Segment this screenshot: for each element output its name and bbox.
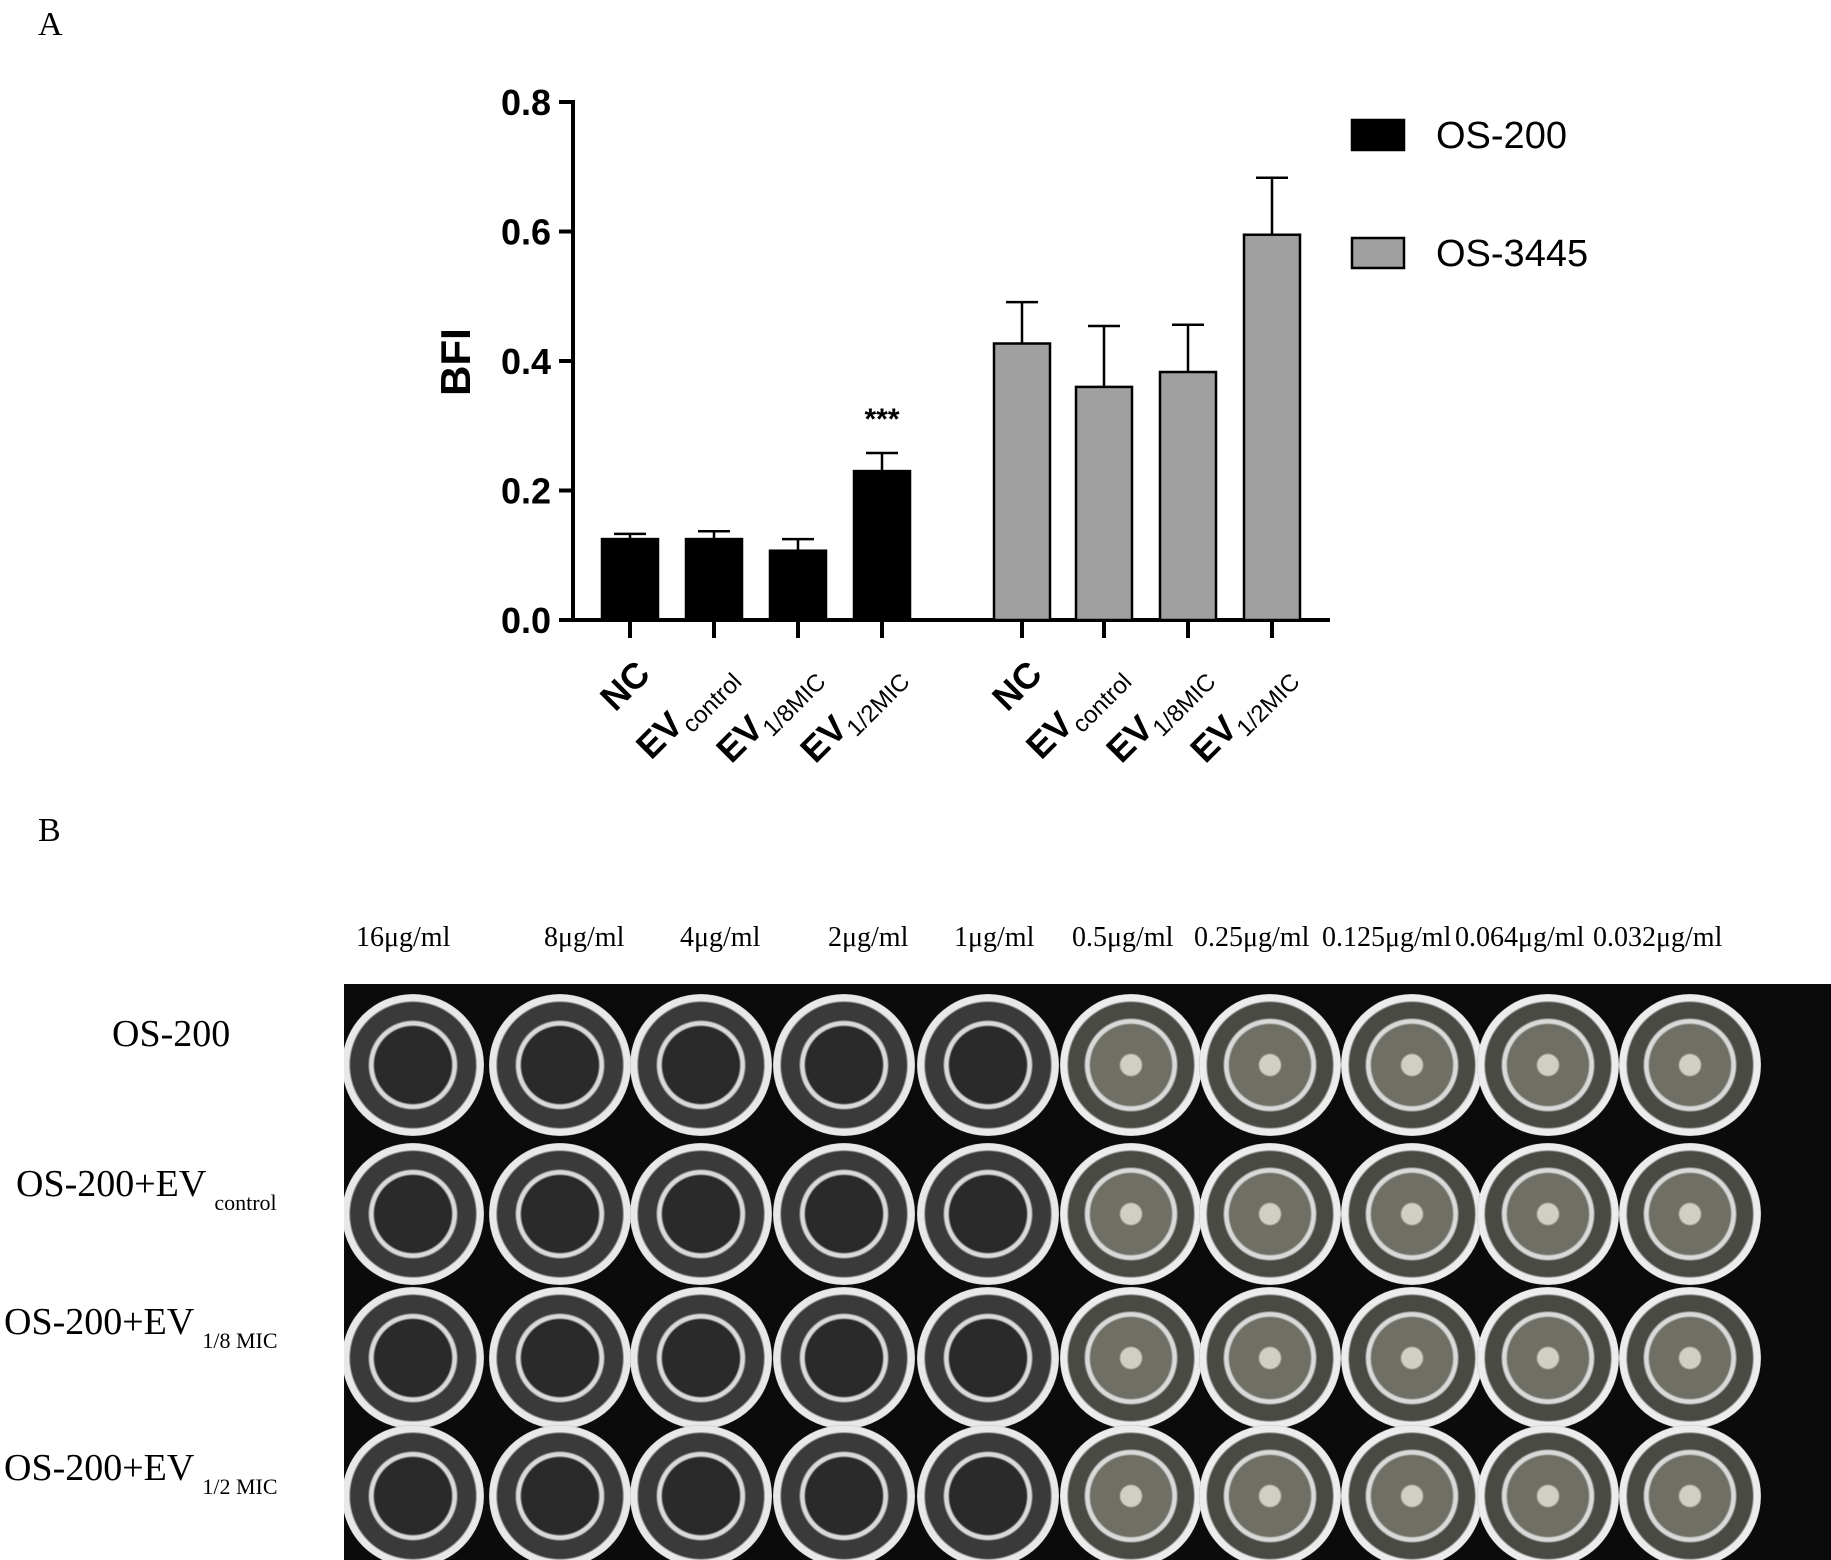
plate-well [1199,1425,1341,1560]
plate-well [1060,1425,1202,1560]
plate-well [630,1287,772,1429]
concentration-label: 2μg/ml [828,922,909,953]
plate-well [917,1287,1059,1429]
concentration-label: 8μg/ml [544,922,625,953]
plate-well [773,1143,915,1285]
y-axis-label: BFI [432,328,479,396]
legend-swatch [1350,236,1406,270]
row-label: OS-200+EV control [16,1163,277,1215]
bar [1158,370,1218,622]
plate-well [1477,1425,1619,1560]
plate-well [1199,1143,1341,1285]
plate-well [917,994,1059,1136]
bar [852,469,912,622]
bar [1242,233,1302,622]
plate-well [1477,994,1619,1136]
concentration-label: 0.5μg/ml [1072,922,1174,953]
plate-well [1619,1287,1761,1429]
plate-well [489,994,631,1136]
plate-well [1619,1143,1761,1285]
bar [684,537,744,622]
y-tick-label: 0.6 [501,212,551,253]
legend-swatch [1350,118,1406,152]
bar [768,549,828,622]
concentration-label: 0.032μg/ml [1593,922,1723,953]
plate-well [917,1425,1059,1560]
plate-well [1341,1287,1483,1429]
significance-label: *** [864,403,899,436]
concentration-label: 0.125μg/ml [1322,922,1452,953]
plate-well [630,994,772,1136]
row-label: OS-200+EV 1/2 MIC [4,1447,278,1499]
row-label: OS-200 [112,1013,231,1055]
bar [992,342,1052,622]
x-tick-label: NC [592,653,658,719]
plate-well [1060,1287,1202,1429]
plate-well [773,1287,915,1429]
concentration-label: 0.064μg/ml [1455,922,1585,953]
y-tick-label: 0.4 [501,341,551,382]
x-tick-label: NC [984,653,1050,719]
panel-b-label: B [38,812,61,849]
plate-well [773,994,915,1136]
plate-well [344,994,484,1136]
concentration-label: 1μg/ml [954,922,1035,953]
plate-well [1341,1143,1483,1285]
plate-well [630,1425,772,1560]
plate-well [1619,1425,1761,1560]
plate-well [489,1425,631,1560]
plate-well [1619,994,1761,1136]
concentration-label: 4μg/ml [680,922,761,953]
plate-well [344,1143,484,1285]
plate-well [1341,994,1483,1136]
plate-well [1060,994,1202,1136]
y-tick-label: 0.2 [501,471,551,512]
plate-well [344,1425,484,1560]
panel-a-label: A [38,6,63,43]
plate-well [489,1143,631,1285]
bar [1074,385,1134,622]
legend-label: OS-200 [1436,115,1567,157]
plate-well [917,1143,1059,1285]
concentration-label: 16μg/ml [356,922,451,953]
plate-well [1341,1425,1483,1560]
bar [600,537,660,622]
y-tick-label: 0.0 [501,600,551,641]
bfi-bar-chart: 0.00.20.40.60.8BFINCEVcontrolEV1/8MIC***… [432,82,1588,770]
row-label: OS-200+EV 1/8 MIC [4,1301,278,1353]
plate-well [773,1425,915,1560]
plate-well [344,1287,484,1429]
y-tick-label: 0.8 [501,82,551,123]
plate-well [489,1287,631,1429]
plate-well [1199,1287,1341,1429]
plate-well [1060,1143,1202,1285]
plate-well [1477,1143,1619,1285]
microplate-photo [344,984,1831,1560]
legend-label: OS-3445 [1436,233,1588,275]
plate-well [1477,1287,1619,1429]
plate-well [1199,994,1341,1136]
plate-well [630,1143,772,1285]
concentration-label: 0.25μg/ml [1194,922,1310,953]
